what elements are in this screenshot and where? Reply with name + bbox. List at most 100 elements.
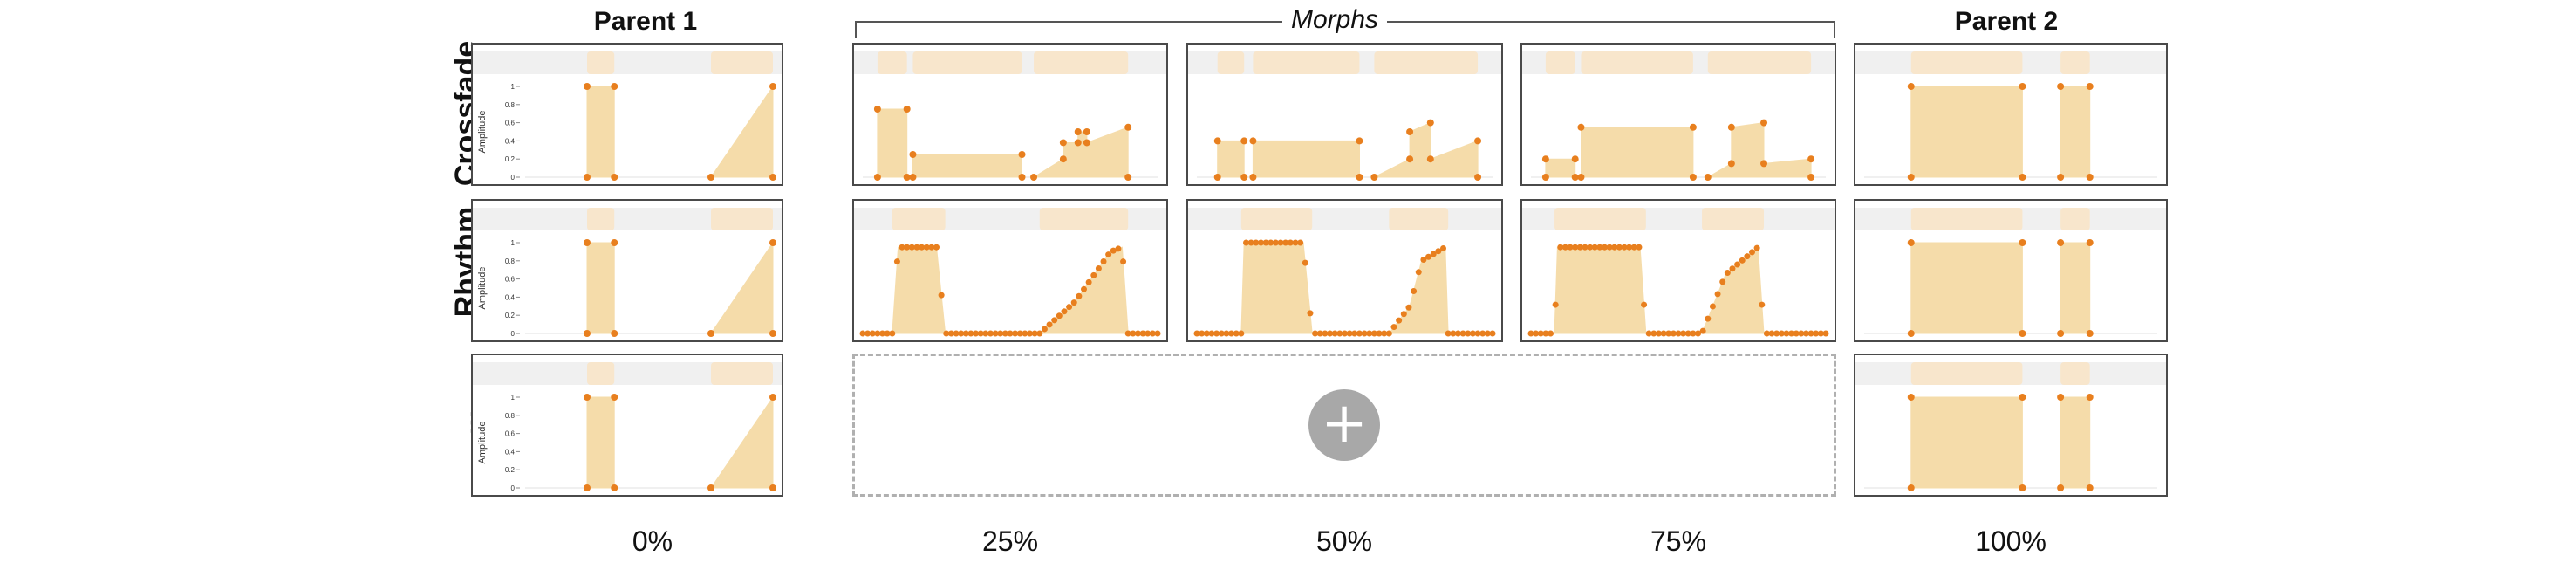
envelope-point xyxy=(1083,139,1090,147)
envelope-point xyxy=(1282,239,1289,246)
timeline-segment xyxy=(711,362,773,385)
envelope-shape xyxy=(1701,246,1765,334)
envelope-point xyxy=(1149,330,1156,337)
envelope-point xyxy=(1783,330,1790,337)
envelope-point xyxy=(584,330,591,337)
y-tick-label: 0.8 xyxy=(505,101,516,109)
envelope-point xyxy=(1218,330,1225,337)
envelope-point xyxy=(889,330,896,337)
timeline-segment xyxy=(2060,362,2090,385)
envelope-point xyxy=(2086,174,2094,181)
envelope-point xyxy=(904,244,911,251)
envelope-point xyxy=(1454,330,1461,337)
envelope-point xyxy=(1030,174,1038,181)
timeline-segment xyxy=(1039,208,1129,230)
envelope-point xyxy=(1760,119,1768,127)
envelope-point xyxy=(1793,330,1800,337)
envelope-point xyxy=(1440,245,1446,251)
envelope-shape xyxy=(1374,121,1479,178)
envelope-point xyxy=(1571,155,1579,163)
envelope-point xyxy=(1081,285,1087,292)
envelope-point xyxy=(893,258,900,265)
envelope-point xyxy=(1611,244,1618,251)
envelope-point xyxy=(1124,330,1131,337)
envelope-point xyxy=(1356,330,1363,337)
envelope-shape xyxy=(1252,140,1360,178)
envelope-shape xyxy=(1032,127,1129,178)
envelope-point xyxy=(1807,330,1814,337)
envelope-shape xyxy=(710,395,774,489)
envelope-point xyxy=(2019,484,2026,491)
envelope-point xyxy=(584,239,591,246)
envelope-point xyxy=(864,330,871,337)
envelope-point xyxy=(943,330,950,337)
y-tick-label: 0.2 xyxy=(505,466,516,474)
add-morph-button[interactable]: + xyxy=(1308,389,1380,461)
envelope-point xyxy=(1059,139,1067,147)
envelope-point xyxy=(1272,239,1279,246)
envelope-point xyxy=(1046,321,1053,328)
envelope-point xyxy=(1074,128,1082,135)
timeline-segment xyxy=(1910,362,2023,385)
envelope-point xyxy=(1660,330,1667,337)
add-morph-area[interactable]: + xyxy=(852,354,1836,497)
envelope-point xyxy=(987,330,994,337)
y-tick-label: 0.6 xyxy=(505,120,516,127)
envelope-point xyxy=(1059,155,1067,163)
envelope-point xyxy=(1727,123,1735,131)
envelope-point xyxy=(1817,330,1824,337)
envelope-point xyxy=(1907,330,1915,337)
envelope-point xyxy=(1083,128,1090,135)
envelope-point xyxy=(1036,330,1043,337)
envelope-plot xyxy=(1855,362,2166,491)
envelope-point xyxy=(707,330,714,337)
envelope-point xyxy=(1655,330,1662,337)
envelope-point xyxy=(1753,244,1760,251)
envelope-shape xyxy=(1545,158,1576,178)
envelope-shape xyxy=(1554,246,1647,334)
timeline-segment xyxy=(1910,51,2023,74)
envelope-point xyxy=(1561,244,1568,251)
envelope-point xyxy=(1430,251,1437,257)
envelope-point xyxy=(1085,278,1092,285)
envelope-point xyxy=(1376,330,1383,337)
envelope-point xyxy=(1474,137,1482,145)
envelope-point xyxy=(873,174,881,181)
envelope-point xyxy=(1031,330,1038,337)
envelope-point xyxy=(1670,330,1677,337)
envelope-point xyxy=(1415,269,1422,276)
envelope-point xyxy=(1695,330,1702,337)
envelope-point xyxy=(973,330,980,337)
envelope-point xyxy=(1675,330,1682,337)
envelope-point xyxy=(2057,83,2065,90)
timeline-segment xyxy=(892,208,946,230)
envelope-point xyxy=(1606,244,1613,251)
envelope-plot: 1 0.8 0.6 0.4 0.2 0 Amplitude xyxy=(473,208,782,338)
envelope-point xyxy=(1907,394,1915,401)
envelope-point xyxy=(1474,330,1481,337)
envelope-point xyxy=(1527,330,1534,337)
envelope-point xyxy=(1577,174,1585,181)
y-tick-label: 0.6 xyxy=(505,430,516,438)
envelope-shape xyxy=(710,85,774,178)
envelope-point xyxy=(1469,330,1476,337)
envelope-point xyxy=(1533,330,1540,337)
envelope-point xyxy=(1018,174,1026,181)
envelope-point xyxy=(1238,330,1245,337)
timeline-segment xyxy=(587,208,615,230)
envelope-shape xyxy=(877,108,908,178)
envelope-point xyxy=(1489,330,1496,337)
envelope-point xyxy=(1714,291,1721,298)
envelope-plot xyxy=(1855,51,2166,181)
envelope-point xyxy=(859,330,866,337)
envelope-point xyxy=(584,484,591,491)
envelope-point xyxy=(1768,330,1775,337)
envelope-point xyxy=(1541,174,1549,181)
envelope-point xyxy=(1587,244,1594,251)
envelope-shape xyxy=(1910,396,2023,489)
envelope-point xyxy=(1124,123,1132,131)
envelope-point xyxy=(1626,244,1633,251)
envelope-point xyxy=(1366,330,1373,337)
envelope-point xyxy=(1316,330,1323,337)
envelope-point xyxy=(1420,257,1427,263)
